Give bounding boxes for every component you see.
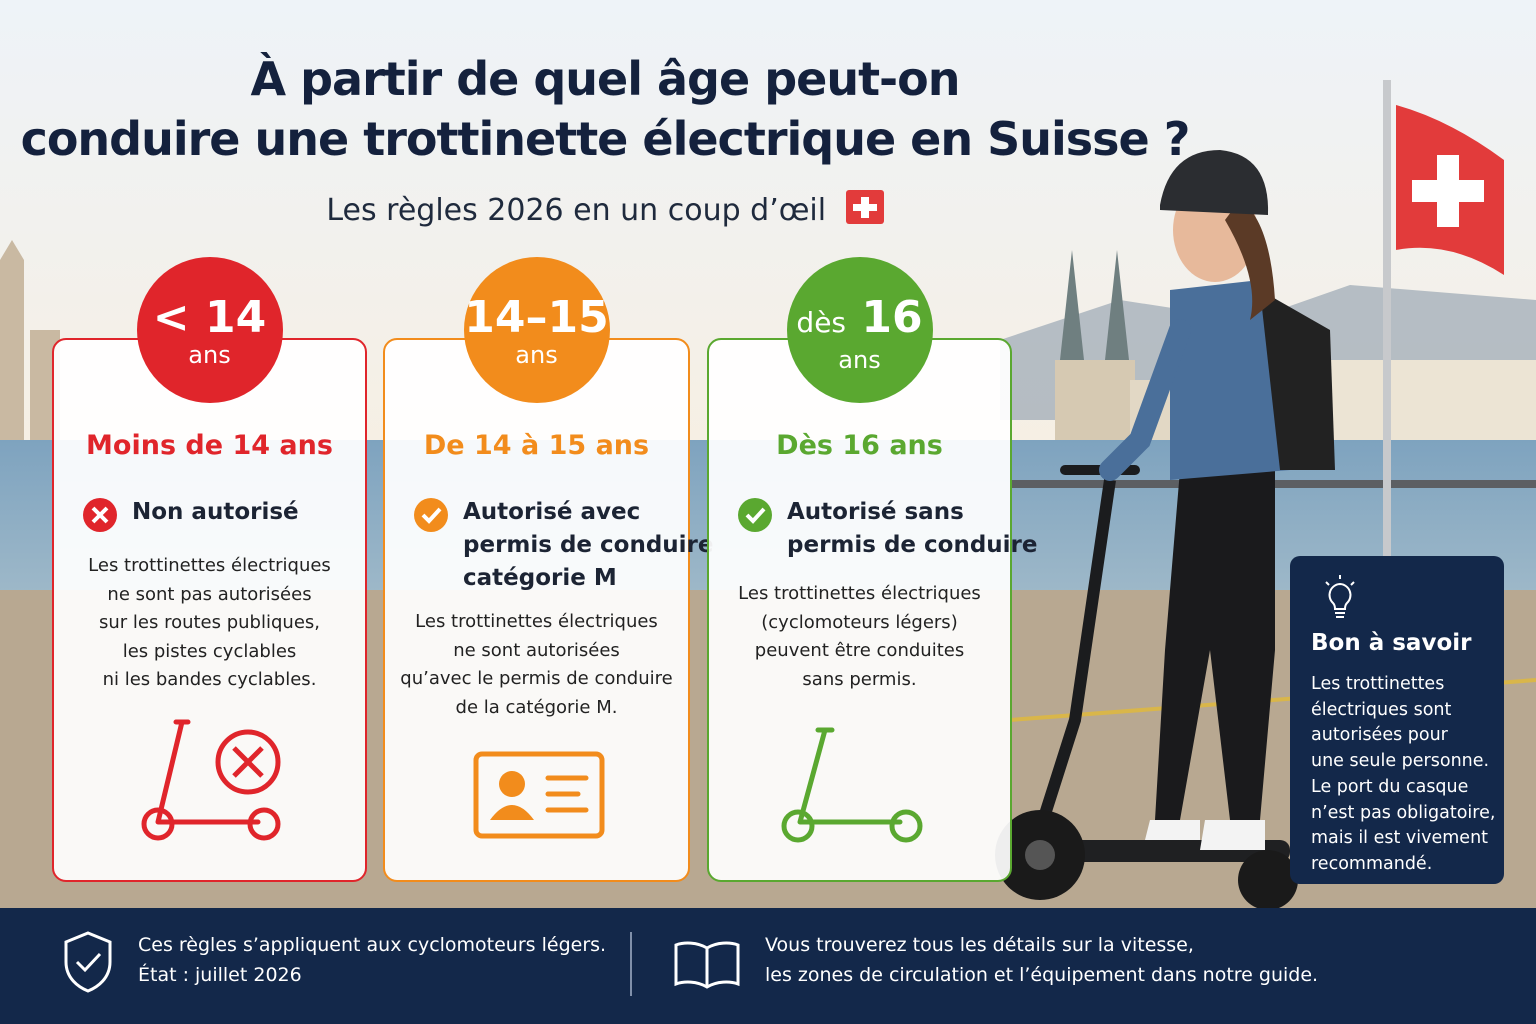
- badge-main: dès 16: [787, 295, 933, 346]
- shield-icon: [64, 931, 112, 993]
- lightbulb-icon: [1325, 575, 1355, 618]
- description-line: peuvent être conduites: [754, 640, 965, 661]
- status-icon: [82, 497, 118, 537]
- badge-number: 16: [861, 292, 923, 343]
- status-line: Autorisé sans: [787, 499, 964, 525]
- footer-line: les zones de circulation et l’équipement…: [765, 964, 1319, 986]
- status-icon: [737, 497, 773, 537]
- illustration-svg: [473, 751, 605, 839]
- divider: [630, 932, 632, 996]
- status-line: catégorie M: [463, 565, 617, 591]
- footer-right: Vous trouverez tous les détails sur la v…: [765, 930, 1318, 990]
- status-line: permis de conduire: [787, 532, 1038, 558]
- tip-line: n’est pas obligatoire,: [1311, 802, 1496, 823]
- description-line: ne sont pas autorisées: [107, 583, 312, 605]
- description-line: sans permis.: [802, 668, 917, 690]
- card-heading: Dès 16 ans: [776, 430, 943, 461]
- tip-text: Les trottinettes électriques sont autorisé…: [1311, 672, 1495, 878]
- illustration-svg: [781, 727, 923, 843]
- card-illustration: [470, 748, 610, 852]
- cross-icon: [83, 498, 117, 532]
- tip-title: Bon à savoir: [1311, 630, 1472, 656]
- tip-line: mais il est vivement: [1311, 828, 1489, 849]
- book-icon: [674, 941, 740, 989]
- status-line: Autorisé avec: [463, 499, 641, 525]
- description-line: Les trottinettes électriques: [88, 555, 331, 576]
- age-badge: 14–15 ans: [463, 257, 610, 403]
- description-line: (cyclomoteurs légers): [761, 611, 958, 633]
- age-badge: dès 16 ans: [786, 257, 933, 403]
- badge-sub: ans: [515, 341, 558, 369]
- card: [52, 338, 367, 882]
- status-line: Non autorisé: [132, 499, 299, 525]
- description-line: de la catégorie M.: [455, 696, 618, 718]
- description: Les trottinettes électriques ne sont auto…: [383, 608, 690, 722]
- badge-number: < 14: [152, 292, 267, 343]
- description: Les trottinettes électriques (cyclomoteur…: [707, 580, 1012, 694]
- tip-line: électriques sont: [1311, 699, 1452, 720]
- subtitle: Les règles 2026 en un coup d’œil: [0, 190, 1210, 228]
- tip-line: autorisées pour: [1311, 725, 1448, 746]
- footer-line: État : juillet 2026: [138, 964, 302, 986]
- tip-box: Bon à savoir Les trottinettes électriques…: [1290, 556, 1504, 884]
- badge-sub: ans: [838, 346, 881, 374]
- description: Les trottinettes électriques ne sont pas …: [52, 552, 367, 695]
- description-line: ni les bandes cyclables.: [102, 669, 317, 690]
- card-illustration: [780, 722, 940, 856]
- badge-main: < 14: [137, 295, 283, 341]
- illustration-svg: [141, 719, 281, 841]
- tip-line: recommandé.: [1311, 853, 1433, 874]
- status: Non autorisé: [132, 496, 299, 529]
- tip-line: Le port du casque: [1311, 776, 1469, 797]
- footer-line: Vous trouverez tous les détails sur la v…: [765, 934, 1194, 956]
- status: Autorisé avec permis de conduire catégorie…: [463, 496, 714, 595]
- description-line: Les trottinettes électriques: [415, 611, 658, 632]
- footer: Ces règles s’appliquent aux cyclomoteurs…: [0, 908, 1536, 1024]
- footer-line: Ces règles s’appliquent aux cyclomoteurs…: [138, 934, 607, 956]
- check-icon: [414, 498, 448, 532]
- badge-sub: ans: [188, 341, 231, 369]
- age-badge: < 14 ans: [136, 257, 283, 403]
- title-line: À partir de quel âge peut-on: [250, 52, 960, 106]
- badge-main: 14–15: [464, 295, 610, 341]
- tip-line: une seule personne.: [1311, 751, 1490, 772]
- swiss-flag-icon: [845, 190, 884, 224]
- subtitle-text: Les règles 2026 en un coup d’œil: [326, 193, 827, 228]
- tip-line: Les trottinettes: [1311, 674, 1445, 694]
- badge-number: 14–15: [464, 292, 609, 343]
- description-line: les pistes cyclables: [122, 640, 297, 662]
- card-heading: De 14 à 15 ans: [423, 430, 650, 461]
- description-line: Les trottinettes électriques: [738, 583, 981, 604]
- description-line: qu’avec le permis de conduire: [400, 668, 673, 689]
- badge-prefix: dès: [796, 306, 847, 339]
- check-icon: [738, 498, 772, 532]
- status: Autorisé sans permis de conduire: [787, 496, 1038, 562]
- status-line: permis de conduire: [463, 532, 714, 558]
- description-line: sur les routes publiques,: [98, 612, 320, 633]
- description-line: ne sont autorisées: [453, 639, 620, 661]
- status-icon: [413, 497, 449, 537]
- title-line: conduire une trottinette électrique en S…: [20, 112, 1191, 166]
- card-heading: Moins de 14 ans: [86, 430, 333, 461]
- footer-left: Ces règles s’appliquent aux cyclomoteurs…: [138, 930, 606, 990]
- card: [383, 338, 690, 882]
- card-illustration: [128, 712, 288, 856]
